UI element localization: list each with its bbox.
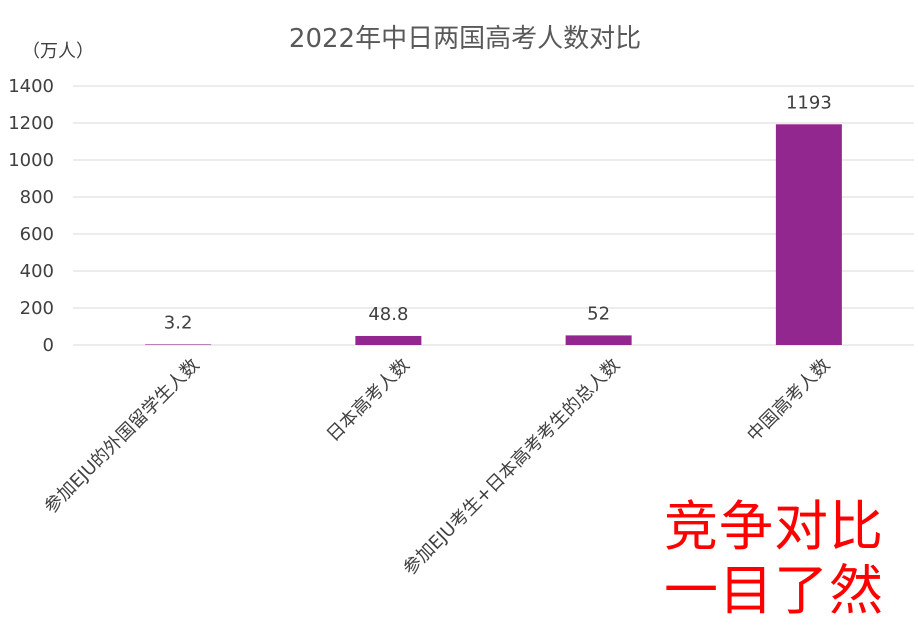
y-axis-unit: （万人） bbox=[22, 41, 94, 62]
y-tick-label: 600 bbox=[20, 224, 54, 245]
annotation-text: 竞争对比 一目了然 bbox=[664, 495, 884, 623]
annotation-line-1: 竞争对比 bbox=[664, 495, 884, 558]
annotation-line-2: 一目了然 bbox=[664, 559, 884, 622]
bar bbox=[565, 335, 632, 345]
chart-title: 2022年中日两国高考人数对比 bbox=[289, 24, 641, 54]
bar bbox=[775, 124, 842, 345]
data-labels: 3.2 48.8 52 1193 bbox=[164, 92, 832, 333]
y-tick-label: 400 bbox=[20, 261, 54, 282]
x-category-label: 参加EJU的外国留学生人数 bbox=[40, 355, 203, 518]
y-tick-label: 1400 bbox=[8, 76, 54, 97]
x-category-label: 中国高考人数 bbox=[743, 355, 834, 446]
bars bbox=[145, 124, 842, 345]
y-tick-label: 800 bbox=[20, 187, 54, 208]
y-tick-label: 1000 bbox=[8, 150, 54, 171]
y-tick-label: 200 bbox=[20, 298, 54, 319]
data-label: 52 bbox=[587, 303, 610, 324]
x-category-label: 参加EJU考生+日本高考考生的总人数 bbox=[399, 355, 624, 580]
gridlines bbox=[73, 85, 914, 346]
data-label: 1193 bbox=[786, 92, 832, 113]
x-category-label: 日本高考人数 bbox=[323, 355, 414, 446]
y-axis-ticks: 0 200 400 600 800 1000 1200 1400 bbox=[8, 76, 54, 356]
bar bbox=[145, 344, 212, 345]
bar bbox=[355, 335, 422, 345]
y-tick-label: 0 bbox=[43, 335, 54, 356]
y-tick-label: 1200 bbox=[8, 113, 54, 134]
data-label: 3.2 bbox=[164, 312, 193, 333]
data-label: 48.8 bbox=[368, 304, 408, 325]
